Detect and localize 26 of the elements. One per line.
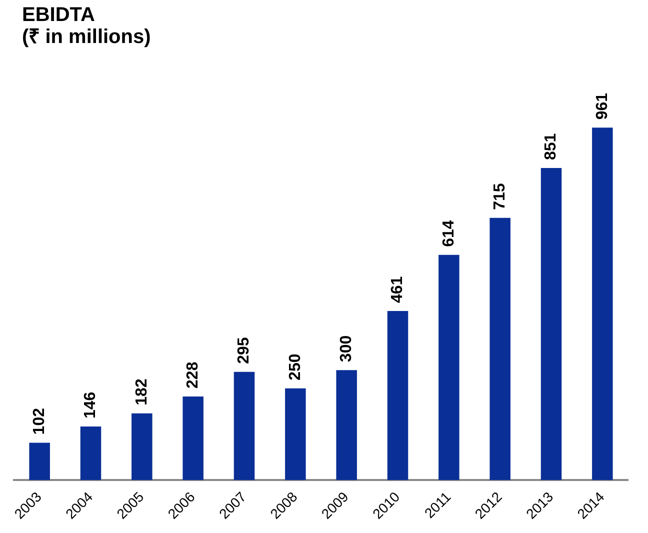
bar: [540, 168, 562, 480]
data-label: 102: [30, 408, 48, 435]
bar: [490, 218, 510, 480]
data-label: 851: [542, 133, 560, 160]
bar: [387, 311, 408, 480]
data-label: 715: [491, 183, 508, 210]
data-label: 250: [286, 354, 304, 380]
data-label: 961: [594, 92, 611, 120]
data-label: 295: [236, 337, 253, 364]
data-label: 182: [133, 378, 150, 406]
data-label: 461: [389, 276, 406, 304]
data-label: 228: [184, 362, 202, 388]
data-label: 300: [338, 335, 355, 362]
bar: [80, 426, 102, 480]
data-label: 614: [440, 220, 458, 247]
bar: [592, 128, 613, 480]
chart-title: EBIDTA: [22, 4, 95, 26]
bar: [132, 413, 152, 480]
bar: [336, 370, 357, 480]
chart-subtitle: (₹ in millions): [22, 26, 151, 48]
bar: [29, 442, 50, 480]
bar: [234, 372, 255, 480]
bar: [438, 254, 460, 480]
bar: [182, 396, 204, 480]
data-label: 146: [82, 392, 100, 419]
bar: [285, 388, 306, 480]
